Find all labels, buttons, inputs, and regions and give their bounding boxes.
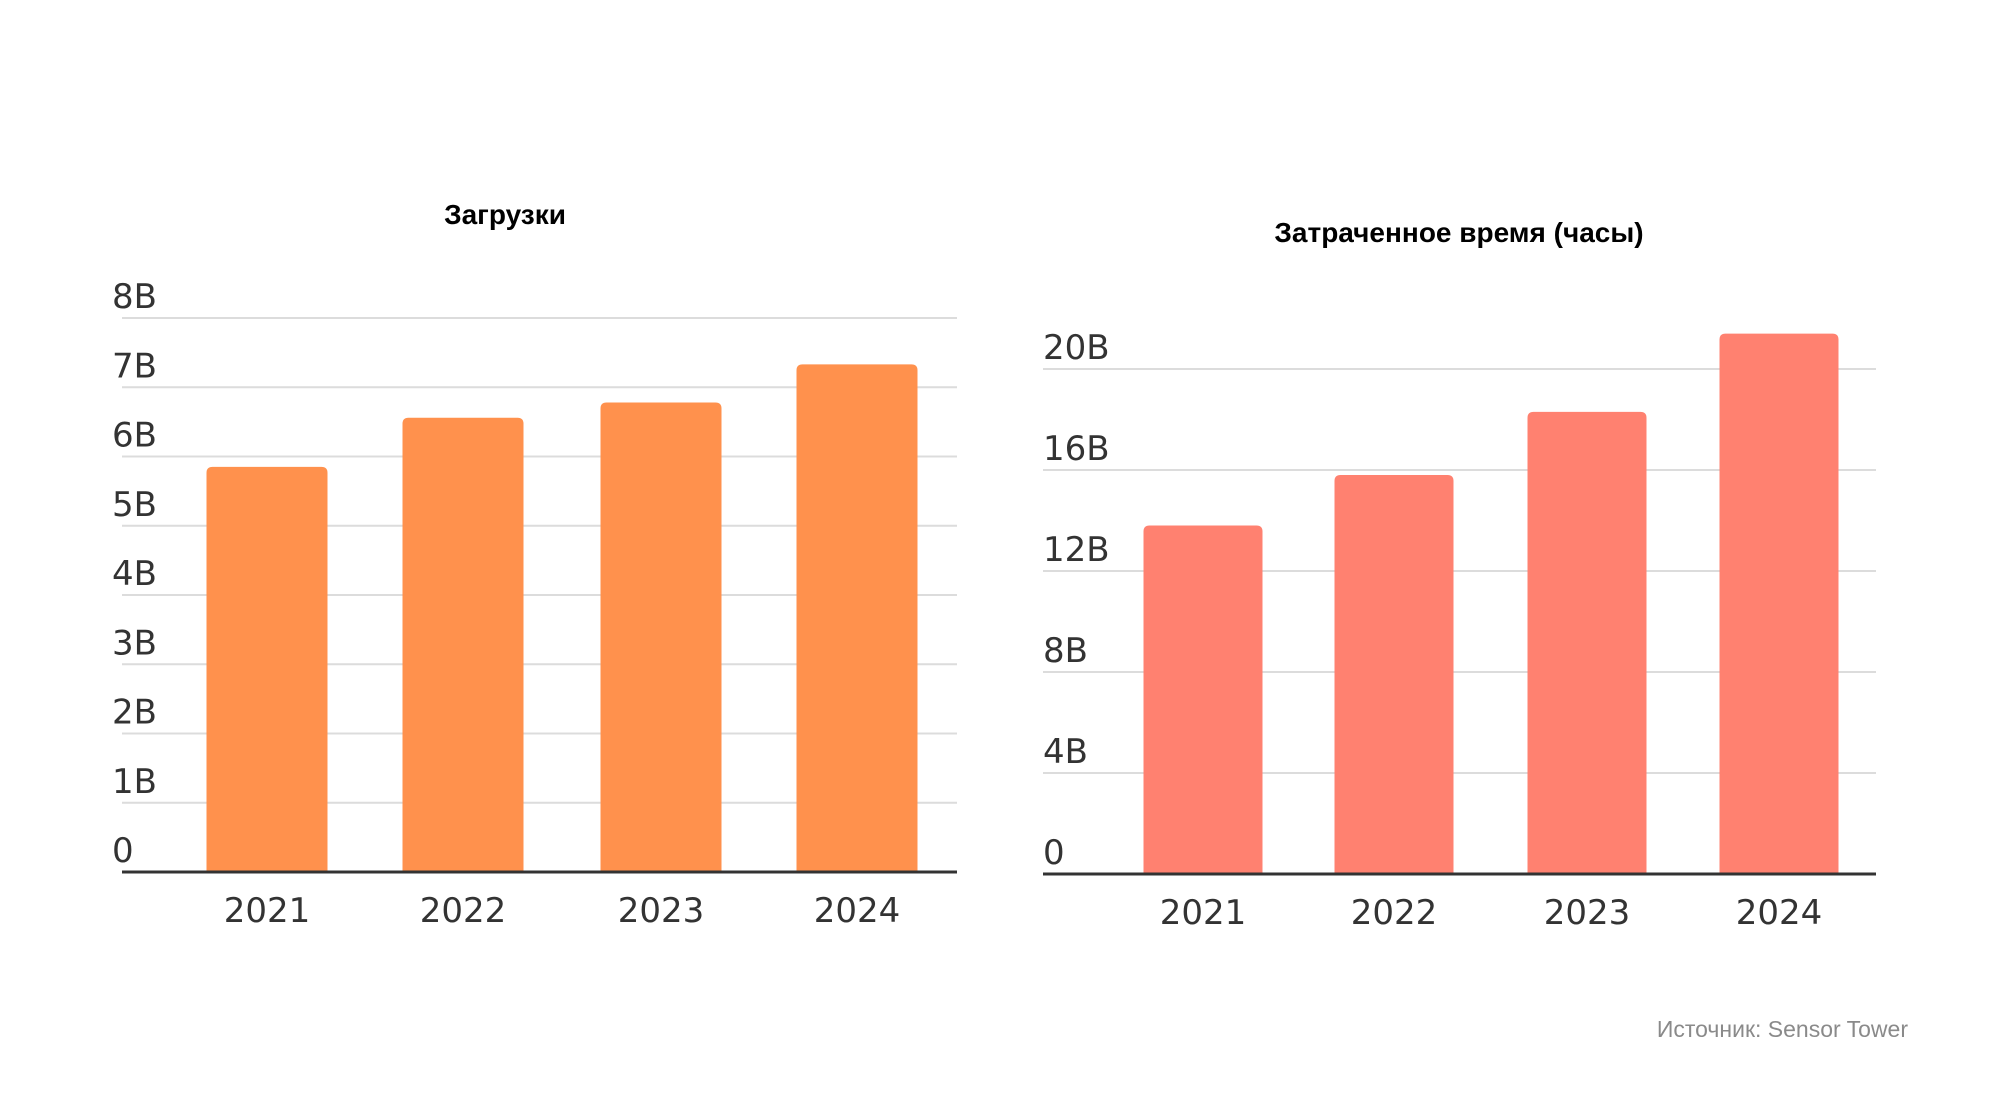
bar-2022	[1334, 475, 1454, 874]
y-tick-label: 8B	[1043, 631, 1088, 671]
y-tick-label: 8B	[112, 277, 157, 317]
x-tick-label: 2023	[1544, 893, 1631, 933]
chart-2: Затраченное время (часы) 0 4B 8B 12B 16B 20B 20…	[1043, 217, 1876, 933]
y-tick-label: 7B	[112, 346, 157, 386]
y-tick-label: 2B	[112, 693, 157, 733]
x-tick-label: 2022	[420, 891, 507, 931]
x-tick-label: 2024	[814, 891, 901, 931]
y-tick-label: 6B	[112, 416, 157, 456]
bar-2021	[1143, 525, 1263, 874]
y-tick-label: 16B	[1043, 429, 1110, 469]
chart-title: Загрузки	[444, 199, 566, 230]
x-tick-label: 2021	[224, 891, 311, 931]
y-tick-label: 5B	[112, 485, 157, 525]
x-tick-label: 2023	[618, 891, 705, 931]
x-tick-label: 2024	[1736, 893, 1823, 933]
bar-2021	[206, 466, 328, 872]
bar-2022	[402, 417, 524, 872]
y-tick-label: 4B	[1043, 732, 1088, 772]
y-tick-label: 4B	[112, 554, 157, 594]
chart-title: Затраченное время (часы)	[1274, 217, 1643, 248]
x-tick-label: 2021	[1160, 893, 1247, 933]
x-tick-label: 2022	[1351, 893, 1438, 933]
y-tick-label: 3B	[112, 623, 157, 663]
source-note: Источник: Sensor Tower	[1656, 1016, 1908, 1042]
y-tick-label: 20B	[1043, 328, 1110, 368]
y-tick-label: 1B	[112, 762, 157, 802]
y-tick-label: 12B	[1043, 530, 1110, 570]
bar-2024	[1719, 333, 1839, 874]
chart-1: Загрузки 0 1B 2B 3B 4B 5B 6B 7B 8B 2021 2022 2023 202…	[112, 199, 957, 931]
y-tick-label: 0	[112, 831, 134, 871]
bar-2023	[1527, 411, 1647, 874]
bar-2023	[600, 402, 722, 872]
bar-2024	[796, 364, 918, 872]
y-tick-label: 0	[1043, 833, 1065, 873]
